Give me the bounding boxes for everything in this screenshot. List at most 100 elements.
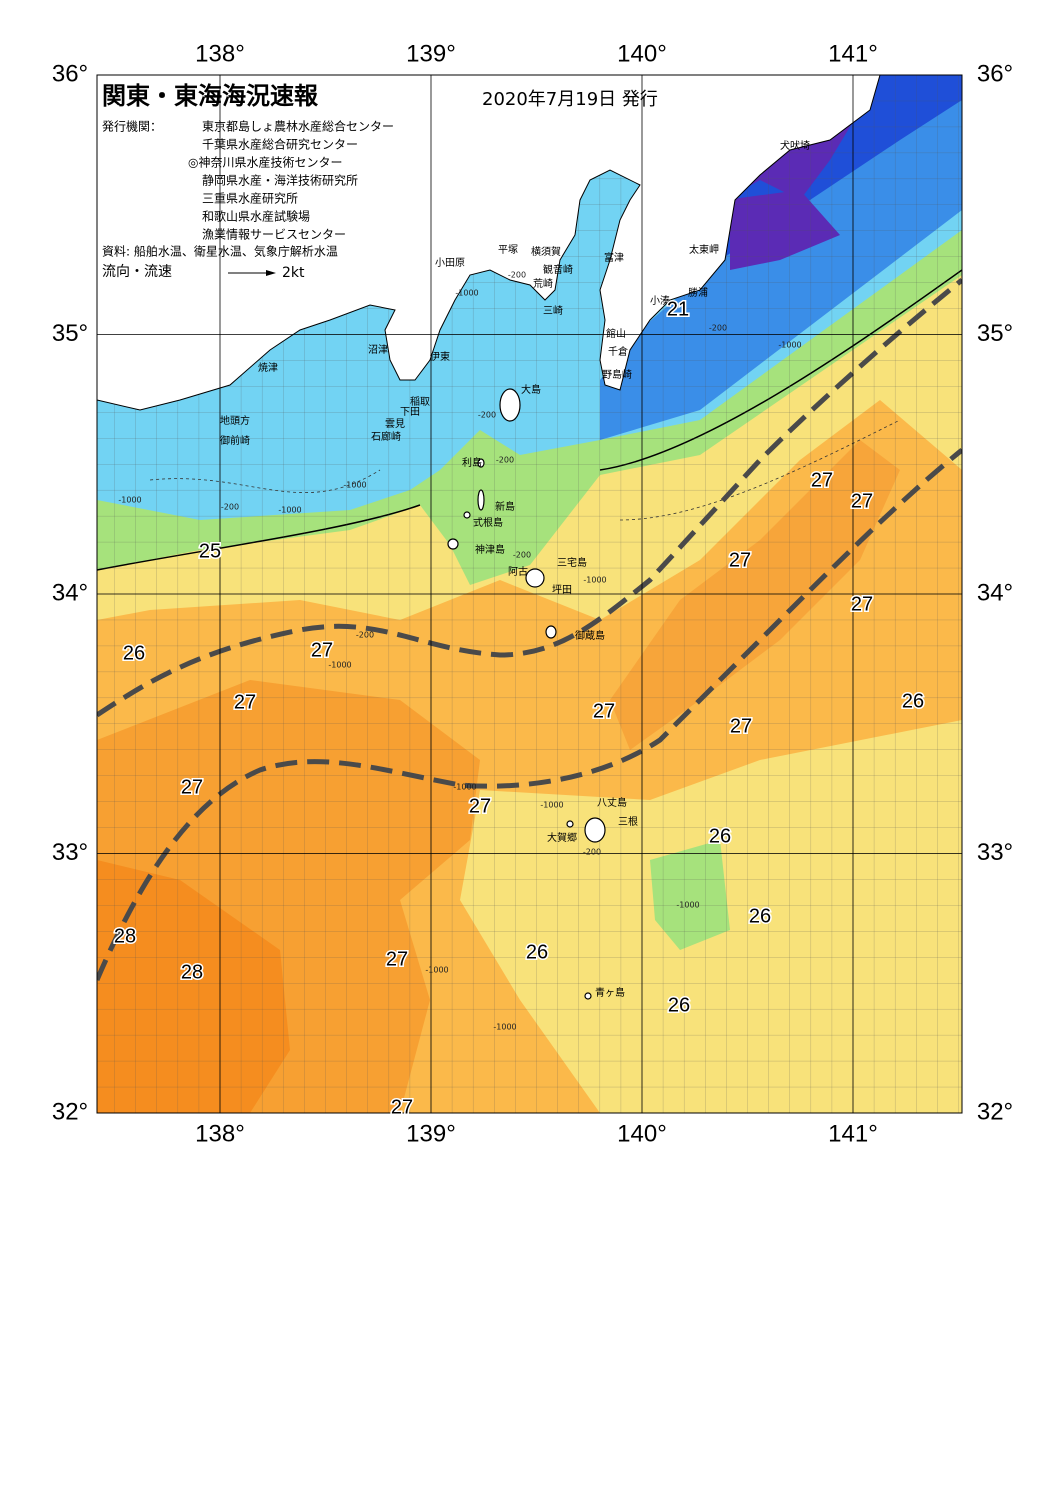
publisher: 東京都島しょ農林水産総合センター	[202, 119, 394, 134]
publisher: 和歌山県水産試験場	[202, 209, 310, 224]
temperature-label: 26	[526, 941, 548, 963]
flow-label: 流向・流速	[102, 264, 172, 280]
island	[584, 992, 592, 1000]
temperature-label: 27	[181, 776, 203, 798]
place-name: 三崎	[543, 304, 563, 317]
temperature-label: 26	[709, 825, 731, 847]
temperature-label: 27	[234, 691, 256, 713]
depth-label: -200	[221, 503, 239, 512]
island	[545, 625, 557, 639]
place-name: 三宅島	[557, 556, 587, 569]
title: 関東・東海海況速報	[102, 82, 319, 110]
island	[447, 538, 459, 550]
place-name: 石廊崎	[371, 430, 401, 443]
depth-label: -1000	[328, 661, 351, 670]
place-name: 新島	[495, 500, 515, 513]
place-name: 沼津	[368, 343, 388, 356]
depth-label: -200	[508, 271, 526, 280]
temperature-label: 28	[114, 925, 136, 947]
temperature-label: 27	[311, 639, 333, 661]
publisher-label: 発行機関：	[102, 119, 162, 134]
lat-tick-label: 32°	[52, 1098, 88, 1125]
place-name: 八丈島	[597, 796, 627, 809]
island	[463, 511, 471, 519]
kuroshio-path	[97, 278, 962, 718]
depth-label: -1000	[493, 1023, 516, 1032]
place-name: 利島	[462, 456, 482, 469]
lon-tick-label: 141°	[828, 1120, 878, 1147]
temperature-label: 27	[851, 593, 873, 615]
islands	[447, 388, 606, 1000]
place-name: 横須賀	[531, 245, 561, 258]
depth-label: -1000	[583, 576, 606, 585]
place-name: 神津島	[475, 543, 505, 556]
place-name: 野島崎	[602, 368, 632, 381]
depth-contour	[149, 419, 901, 521]
labels: 138° 138° 139° 139° 140° 140° 141° 141° 36° 36° 35…	[52, 40, 1013, 1147]
lat-tick-label: 35°	[977, 320, 1013, 347]
place-name: 平塚	[498, 244, 518, 256]
lon-tick-label: 139°	[406, 40, 456, 67]
island	[584, 817, 606, 843]
temperature-label: 26	[123, 642, 145, 664]
lon-tick-label: 140°	[617, 40, 667, 67]
place-name: 地頭方	[220, 414, 250, 427]
land	[97, 75, 881, 411]
lon-tick-label: 138°	[195, 1120, 245, 1147]
island	[566, 820, 574, 828]
temperature-label: 27	[851, 490, 873, 512]
lon-tick-label: 139°	[406, 1120, 456, 1147]
place-name: 犬吠埼	[780, 139, 810, 152]
depth-label: -200	[513, 551, 531, 560]
lat-tick-label: 34°	[977, 579, 1013, 606]
island	[499, 388, 521, 422]
depth-label: -1000	[676, 901, 699, 910]
depth-label: -1000	[455, 289, 478, 298]
place-name: 富津	[604, 251, 624, 264]
depth-label: -200	[478, 411, 496, 420]
publisher: 静岡県水産・海洋技術研究所	[202, 173, 358, 188]
place-name: 阿古	[508, 565, 528, 578]
place-name: 大島	[521, 383, 541, 396]
temp-zone	[610, 440, 900, 750]
temperature-label: 27	[469, 795, 491, 817]
island	[525, 568, 545, 588]
depth-label: -1000	[118, 496, 141, 505]
publisher: 漁業情報サービスセンター	[202, 228, 346, 242]
lat-tick-label: 33°	[52, 839, 88, 866]
flow-scale-arrowhead	[266, 270, 276, 276]
temperature-label: 21	[667, 298, 689, 320]
place-name: 稲取	[410, 396, 430, 408]
temperature-label: 27	[729, 549, 751, 571]
place-name: 御蔵島	[575, 629, 605, 642]
issue-date: 2020年7月19日 発行	[482, 89, 658, 110]
place-name: 御前崎	[220, 434, 250, 447]
place-name: 小田原	[435, 257, 465, 269]
publisher: 三重県水産研究所	[202, 191, 298, 206]
depth-label: -1000	[425, 966, 448, 975]
temperature-label: 26	[668, 994, 690, 1016]
depth-label: -200	[709, 324, 727, 333]
place-name: 式根島	[473, 516, 503, 529]
place-name: 下田	[400, 407, 420, 418]
temperature-label: 25	[199, 540, 221, 562]
place-name: 小湊	[650, 294, 670, 307]
place-name: 大賀郷	[547, 831, 577, 844]
place-name: 三根	[618, 815, 638, 828]
place-name: 太東岬	[689, 243, 719, 256]
island	[477, 489, 485, 511]
place-name: 雲見	[385, 418, 405, 430]
place-name: 坪田	[552, 583, 572, 596]
place-name: 観音崎	[543, 263, 573, 276]
publisher: 千葉県水産総合研究センター	[202, 137, 358, 152]
lat-tick-label: 35°	[52, 320, 88, 347]
depth-label: -1000	[540, 801, 563, 810]
island	[477, 458, 485, 468]
depth-label: -200	[583, 848, 601, 857]
place-name: 勝浦	[688, 286, 708, 299]
depth-label: -1000	[278, 506, 301, 515]
depth-label: -200	[356, 631, 374, 640]
place-name: 荒崎	[533, 277, 553, 290]
